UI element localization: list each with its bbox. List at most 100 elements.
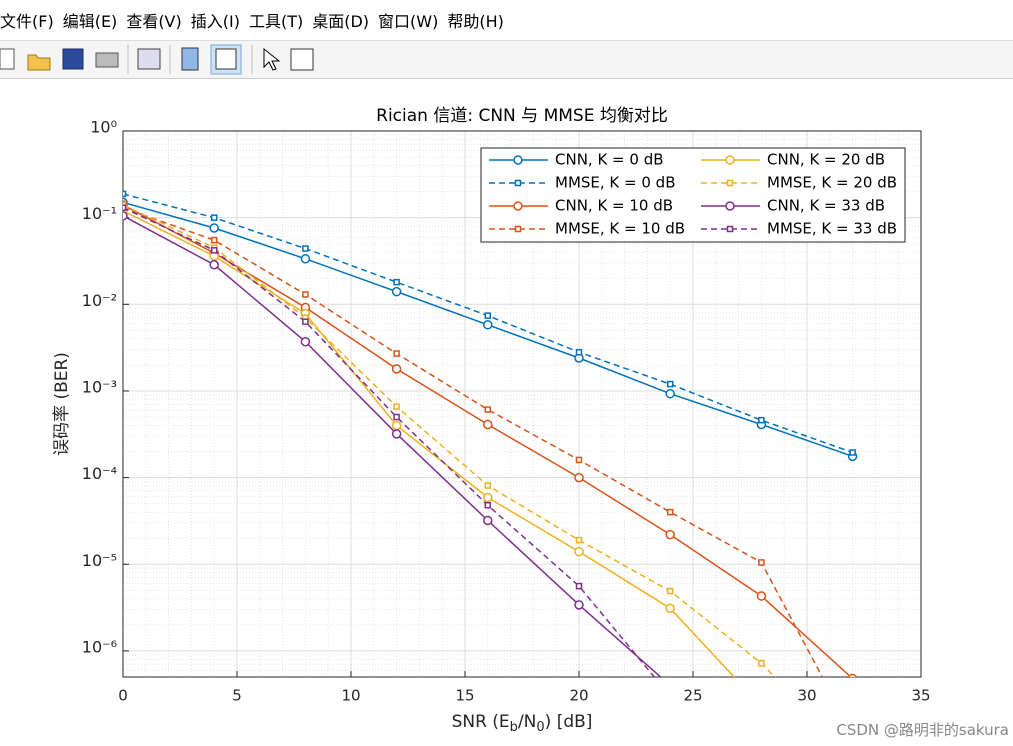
new-icon[interactable] bbox=[0, 48, 15, 70]
pointer-icon[interactable] bbox=[263, 47, 281, 71]
watermark: CSDN @路明非的sakura bbox=[836, 721, 1009, 739]
data-point bbox=[758, 660, 765, 667]
save-icon[interactable] bbox=[62, 48, 84, 70]
y-tick-label: 10⁻⁵ bbox=[82, 551, 117, 570]
data-point bbox=[210, 214, 218, 221]
data-point bbox=[665, 603, 675, 614]
legend-marker bbox=[725, 201, 735, 211]
menu-item[interactable]: 桌面(D) bbox=[312, 12, 370, 31]
x-tick-label: 5 bbox=[232, 687, 242, 705]
data-point bbox=[391, 364, 402, 374]
legend-label: CNN, K = 20 dB bbox=[767, 151, 885, 169]
data-point bbox=[483, 515, 493, 526]
data-point bbox=[574, 472, 584, 483]
legend-label: MMSE, K = 20 dB bbox=[767, 174, 897, 192]
data-point bbox=[758, 416, 765, 424]
data-point bbox=[484, 482, 492, 489]
axes-box bbox=[122, 130, 922, 678]
menu-item[interactable]: 查看(V) bbox=[126, 12, 182, 31]
data-point bbox=[575, 536, 583, 544]
data-point bbox=[756, 591, 767, 601]
data-point bbox=[666, 380, 674, 388]
open-icon[interactable] bbox=[27, 54, 51, 71]
property-icon[interactable] bbox=[290, 48, 314, 71]
data-point bbox=[302, 291, 309, 298]
plot-area bbox=[123, 190, 858, 710]
y-tick-label: 10⁻⁴ bbox=[82, 464, 117, 483]
data-point bbox=[123, 211, 128, 221]
data-point bbox=[484, 406, 492, 413]
legend-marker bbox=[725, 155, 735, 165]
y-tick-label: 10⁻² bbox=[82, 291, 117, 310]
chart-title: Rician 信道: CNN 与 MMSE 均衡对比 bbox=[376, 106, 668, 126]
legend-label: MMSE, K = 0 dB bbox=[555, 174, 675, 192]
legend-box bbox=[480, 147, 906, 243]
data-point bbox=[393, 350, 400, 357]
data-point bbox=[665, 529, 675, 540]
menu-item[interactable]: 文件(F) bbox=[0, 12, 54, 31]
x-axis-label-part: ) [dB] bbox=[545, 712, 593, 732]
link-icon[interactable] bbox=[137, 48, 161, 70]
menu-bar: 文件(F) 编辑(E) 查看(V) 插入(I) 工具(T) 桌面(D) 窗口(W) 帮助(H) bbox=[0, 0, 1013, 41]
x-axis-label-part: 0 bbox=[536, 720, 544, 735]
data-point bbox=[210, 236, 218, 244]
legend-marker bbox=[726, 225, 734, 233]
data-point bbox=[665, 388, 675, 399]
x-axis-label-part: b bbox=[510, 720, 518, 735]
data-point bbox=[757, 702, 765, 710]
data-point bbox=[758, 559, 765, 566]
x-tick-label: 20 bbox=[569, 687, 588, 705]
legend-label: CNN, K = 10 dB bbox=[555, 197, 673, 215]
y-tick-label: 10⁰ bbox=[90, 118, 117, 137]
data-point bbox=[666, 587, 674, 595]
data-point bbox=[848, 673, 858, 677]
data-point bbox=[575, 582, 583, 590]
x-tick-label: 30 bbox=[797, 687, 816, 705]
y-tick-label: 10⁻³ bbox=[82, 377, 117, 396]
x-axis-label-part: SNR (E bbox=[452, 712, 510, 732]
data-point bbox=[391, 429, 402, 439]
data-point bbox=[668, 694, 673, 699]
data-point bbox=[391, 286, 402, 297]
colorbar-icon[interactable] bbox=[181, 47, 199, 71]
x-tick-label: 15 bbox=[455, 687, 474, 705]
legend-marker bbox=[514, 225, 522, 233]
data-point bbox=[483, 419, 493, 430]
data-point bbox=[483, 492, 493, 503]
menu-item[interactable]: 编辑(E) bbox=[62, 12, 118, 31]
legend-label: MMSE, K = 10 dB bbox=[555, 220, 685, 238]
x-axis-label-part: /N bbox=[518, 712, 536, 732]
legend-marker bbox=[514, 179, 522, 187]
menu-item[interactable]: 工具(T) bbox=[248, 12, 304, 31]
y-tick-label: 10⁻¹ bbox=[82, 204, 117, 223]
data-point bbox=[574, 600, 584, 610]
data-point bbox=[123, 190, 127, 198]
menu-item[interactable]: 插入(I) bbox=[190, 12, 240, 31]
legend-label: CNN, K = 33 dB bbox=[767, 197, 885, 215]
data-point bbox=[393, 278, 400, 286]
data-point bbox=[393, 403, 400, 410]
menu-item[interactable]: 帮助(H) bbox=[447, 12, 504, 31]
data-point bbox=[484, 501, 492, 509]
menu-item[interactable]: 窗口(W) bbox=[378, 12, 439, 31]
data-point bbox=[300, 254, 311, 264]
series-line bbox=[123, 207, 824, 677]
data-point bbox=[210, 247, 218, 254]
x-tick-label: 25 bbox=[683, 687, 702, 705]
legend-marker bbox=[513, 201, 523, 211]
x-tick-label: 0 bbox=[118, 687, 128, 705]
data-point bbox=[575, 348, 583, 356]
data-point bbox=[849, 449, 856, 456]
data-point bbox=[300, 336, 311, 347]
data-point bbox=[123, 204, 127, 212]
data-point bbox=[484, 312, 492, 319]
legend-marker bbox=[513, 155, 523, 165]
toolbar bbox=[0, 41, 1013, 79]
data-point bbox=[483, 320, 493, 330]
data-point bbox=[574, 546, 584, 557]
print-icon[interactable] bbox=[95, 52, 119, 68]
data-point bbox=[209, 260, 219, 270]
figure: 0 5 10 15 20 25 30 35 10⁰ 10⁻¹ 10⁻² 10⁻³ 10⁻⁴ 10⁻⁵ 10⁻… bbox=[52, 106, 931, 735]
y-tick-label: 10⁻⁶ bbox=[82, 637, 117, 656]
